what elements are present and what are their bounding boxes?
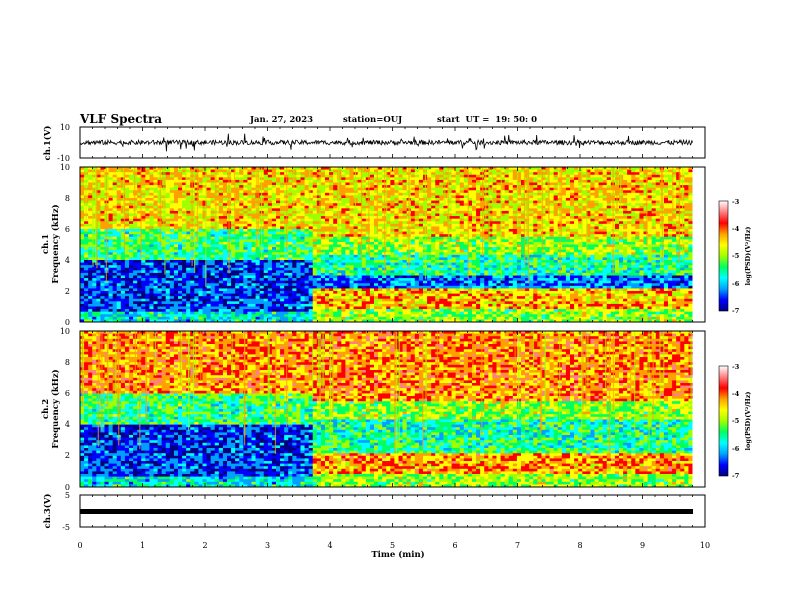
x-axis-label: Time (min) <box>371 549 424 560</box>
cb1-tick-m7: -7 <box>732 307 739 315</box>
xtick-3: 3 <box>265 541 270 550</box>
s1-ytick-4: 4 <box>65 256 70 265</box>
s1-ytick-8: 8 <box>65 194 70 203</box>
ch2-spectrogram <box>80 331 705 487</box>
xtick-2: 2 <box>202 541 207 550</box>
xtick-4: 4 <box>327 541 332 550</box>
s1-ytick-0: 0 <box>65 318 70 327</box>
ch1-ytick-bottom: -10 <box>57 154 70 163</box>
ch3-ytick-top: 5 <box>65 491 70 500</box>
s2-ytick-2: 2 <box>65 451 70 460</box>
xtick-9: 9 <box>640 541 645 550</box>
s1-ytick-2: 2 <box>65 287 70 296</box>
xtick-8: 8 <box>577 541 582 550</box>
colorbar-ch1-ticks: -3 -4 -5 -6 -7 <box>732 198 740 315</box>
colorbar-ch2-label: log(PSD)(V²/Hz) <box>744 392 752 451</box>
ch1-spec-ylabel-frequency: Frequency (kHz) <box>50 204 61 283</box>
ch2-spec-ylabel-frequency: Frequency (kHz) <box>50 369 61 448</box>
xtick-10: 10 <box>700 541 710 550</box>
ch3-ytick-bottom: -5 <box>62 523 70 532</box>
cb2-tick-m7: -7 <box>732 472 739 480</box>
colorbar-ch1-label: log(PSD)(V²/Hz) <box>744 227 752 286</box>
ch1-waveform-ylabel: ch.1(V) <box>42 126 53 161</box>
cb2-tick-m3: -3 <box>732 363 740 371</box>
s1-ytick-10: 10 <box>60 163 70 172</box>
ch3-waveform-trace <box>80 509 693 514</box>
ch1-spectrogram <box>80 167 705 322</box>
cb2-tick-m6: -6 <box>732 445 740 453</box>
cb2-tick-m4: -4 <box>732 390 740 398</box>
ch2-spec-yticks: 10 8 6 4 2 0 <box>60 327 70 492</box>
axis-tick-marks <box>79 127 706 527</box>
xtick-7: 7 <box>515 541 520 550</box>
cb1-tick-m3: -3 <box>732 198 740 206</box>
ch1-spec-yticks: 10 8 6 4 2 0 <box>60 163 70 327</box>
s2-ytick-10: 10 <box>60 327 70 336</box>
ch2-spec-ylabel-channel: ch.2 <box>41 399 51 419</box>
ch1-waveform-trace <box>79 133 693 152</box>
date-label: Jan. 27, 2023 <box>250 115 314 125</box>
cb1-tick-m4: -4 <box>732 225 740 233</box>
start-time-label: start UT = 19: 50: 0 <box>437 115 538 125</box>
cb1-tick-m6: -6 <box>732 280 740 288</box>
ch3-waveform-ylabel: ch.3(V) <box>42 494 53 529</box>
x-axis-ticks: 0 1 2 3 4 5 6 7 8 9 10 <box>77 541 710 550</box>
station-label: station=OUJ <box>343 115 403 125</box>
xtick-0: 0 <box>77 541 82 550</box>
cb1-tick-m5: -5 <box>732 252 740 260</box>
colorbar-ch1 <box>718 200 729 312</box>
xtick-6: 6 <box>452 541 457 550</box>
s2-ytick-4: 4 <box>65 420 70 429</box>
xtick-5: 5 <box>390 541 395 550</box>
s2-ytick-0: 0 <box>65 483 70 492</box>
s2-ytick-8: 8 <box>65 358 70 367</box>
s1-ytick-6: 6 <box>65 225 70 234</box>
xtick-1: 1 <box>140 541 145 550</box>
s2-ytick-6: 6 <box>65 389 70 398</box>
ch1-waveform-line <box>79 133 693 152</box>
colorbar-ch2-ticks: -3 -4 -5 -6 -7 <box>732 363 740 480</box>
colorbar-ch2 <box>718 365 729 477</box>
ch1-spec-ylabel-channel: ch.1 <box>41 234 51 254</box>
cb2-tick-m5: -5 <box>732 417 740 425</box>
chart-title: VLF Spectra <box>80 112 163 126</box>
ch1-ytick-top: 10 <box>60 123 70 132</box>
